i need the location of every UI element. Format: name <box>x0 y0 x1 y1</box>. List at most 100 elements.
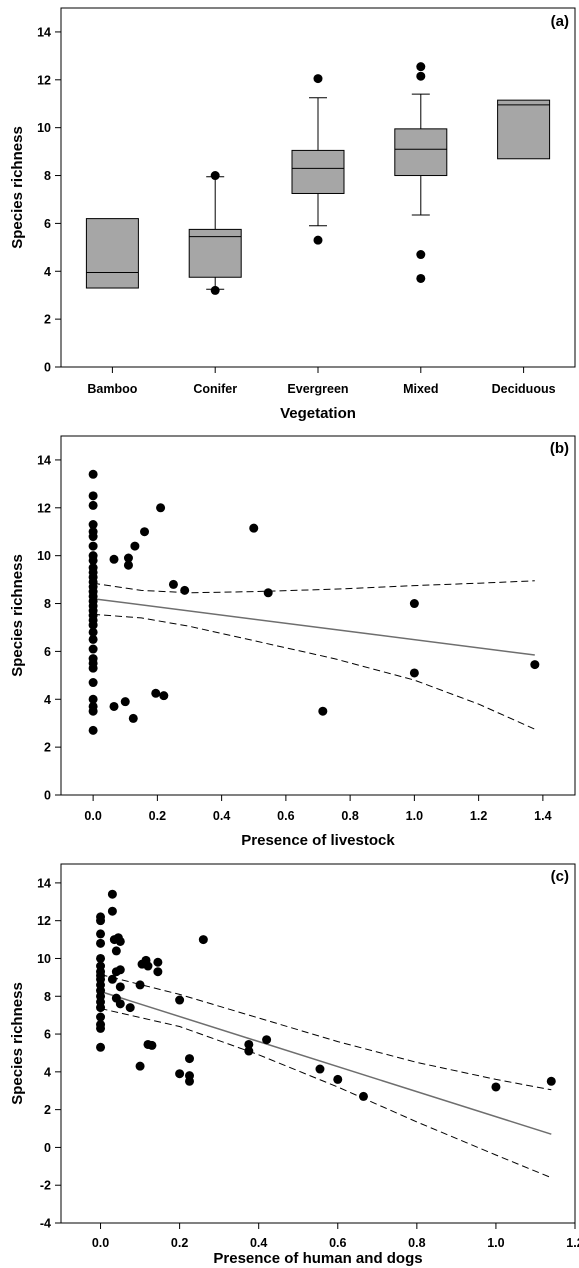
plot-frame <box>60 435 576 796</box>
data-point <box>175 1069 185 1079</box>
data-point <box>88 663 98 673</box>
outlier-point <box>416 71 426 81</box>
data-point <box>409 668 419 678</box>
y-tick-label: -4 <box>40 1217 51 1231</box>
y-tick-label: 8 <box>44 169 51 183</box>
y-tick-label: 10 <box>37 549 51 563</box>
y-tick-label: 14 <box>37 876 51 890</box>
panel-c-scatter: -4 -2 0 2 4 6 8 10 12 14 0.0 0.2 0.4 0.6 0.8 1.0 1.2 Pres… <box>9 863 579 1267</box>
data-point <box>88 541 98 551</box>
ci-upper-line <box>100 974 552 1091</box>
y-tick-label: 4 <box>44 693 51 707</box>
data-point <box>530 660 540 670</box>
x-tick-label: Bamboo <box>87 382 137 396</box>
y-axis-title: Species richness <box>9 126 26 249</box>
data-point <box>151 688 161 698</box>
x-axis-title: Presence of human and dogs <box>213 1250 422 1267</box>
outlier-point <box>210 171 220 181</box>
data-point <box>156 503 166 513</box>
data-point <box>125 1003 135 1013</box>
outlier-point <box>416 273 426 283</box>
data-point <box>88 627 98 637</box>
box-iqr <box>497 99 551 160</box>
y-tick-label: 12 <box>37 501 51 515</box>
panel-b-scatter: 0 2 4 6 8 10 12 14 0.0 0.2 0.4 0.6 0.8 1.0 1.2 1.4 Prese… <box>9 435 576 849</box>
panel-label: (b) <box>550 440 569 457</box>
data-point <box>88 469 98 479</box>
data-point <box>244 1046 254 1056</box>
panel-label: (c) <box>551 868 569 885</box>
y-tick-label: 2 <box>44 313 51 327</box>
y-tick-label: -2 <box>40 1179 51 1193</box>
x-tick-label: 0.4 <box>213 809 230 823</box>
data-point <box>358 1091 368 1101</box>
data-point <box>109 554 119 564</box>
x-tick-label: Conifer <box>193 382 237 396</box>
data-point <box>140 527 150 537</box>
data-point <box>96 953 106 963</box>
data-point <box>96 1012 106 1022</box>
y-tick-label: 6 <box>44 1028 51 1042</box>
data-point <box>96 929 106 939</box>
data-point <box>88 555 98 565</box>
data-point <box>96 1042 106 1052</box>
x-tick-label: 0.0 <box>92 1236 109 1250</box>
outlier-point <box>416 62 426 72</box>
x-tick-label: Deciduous <box>492 382 556 396</box>
box-iqr <box>85 218 139 289</box>
data-point <box>175 995 185 1005</box>
data-point <box>120 697 130 707</box>
y-tick-label: 12 <box>37 73 51 87</box>
x-tick-label: Evergreen <box>287 382 348 396</box>
x-tick-label: 1.2 <box>470 809 487 823</box>
x-axis-title: Vegetation <box>280 405 356 422</box>
y-axis-title: Species richness <box>9 554 26 677</box>
data-point <box>111 946 121 956</box>
x-tick-label: 0.0 <box>84 809 101 823</box>
y-tick-label: 2 <box>44 741 51 755</box>
data-point <box>88 634 98 644</box>
box-iqr <box>291 149 345 194</box>
x-tick-label: 0.8 <box>341 809 358 823</box>
x-tick-label: Mixed <box>403 382 438 396</box>
data-point <box>198 935 208 945</box>
data-point <box>168 579 178 589</box>
data-point <box>159 691 169 701</box>
x-tick-label: 0.4 <box>250 1236 267 1250</box>
data-point <box>109 701 119 711</box>
data-point <box>88 678 98 688</box>
outlier-point <box>416 250 426 260</box>
y-tick-label: 4 <box>44 265 51 279</box>
y-tick-label: 0 <box>44 1141 51 1155</box>
data-point <box>88 644 98 654</box>
panel-a-boxplot: 0 2 4 6 8 10 12 14 Bamboo Conifer Evergreen Mixed De… <box>9 7 576 422</box>
y-tick-label: 10 <box>37 952 51 966</box>
data-point <box>153 957 163 967</box>
outlier-point <box>313 74 323 84</box>
data-point <box>115 982 125 992</box>
regression-line <box>93 597 535 656</box>
data-point <box>135 980 145 990</box>
x-tick-label: 0.2 <box>149 809 166 823</box>
ci-lower-line <box>93 613 536 730</box>
y-tick-label: 6 <box>44 645 51 659</box>
data-point <box>128 713 138 723</box>
y-tick-label: 0 <box>44 361 51 375</box>
x-tick-label: 0.6 <box>277 809 294 823</box>
data-point <box>244 1039 254 1049</box>
y-tick-label: 8 <box>44 597 51 611</box>
data-point <box>88 500 98 510</box>
data-point <box>153 967 163 977</box>
y-tick-label: 0 <box>44 789 51 803</box>
data-point <box>318 706 328 716</box>
data-point <box>96 1023 106 1033</box>
box-iqr <box>394 128 448 177</box>
y-tick-label: 10 <box>37 121 51 135</box>
outlier-point <box>313 235 323 245</box>
data-point <box>249 523 259 533</box>
x-tick-label: 1.2 <box>566 1236 579 1250</box>
panel-label: (a) <box>551 13 569 30</box>
data-point <box>143 961 153 971</box>
x-tick-label: 1.0 <box>406 809 423 823</box>
